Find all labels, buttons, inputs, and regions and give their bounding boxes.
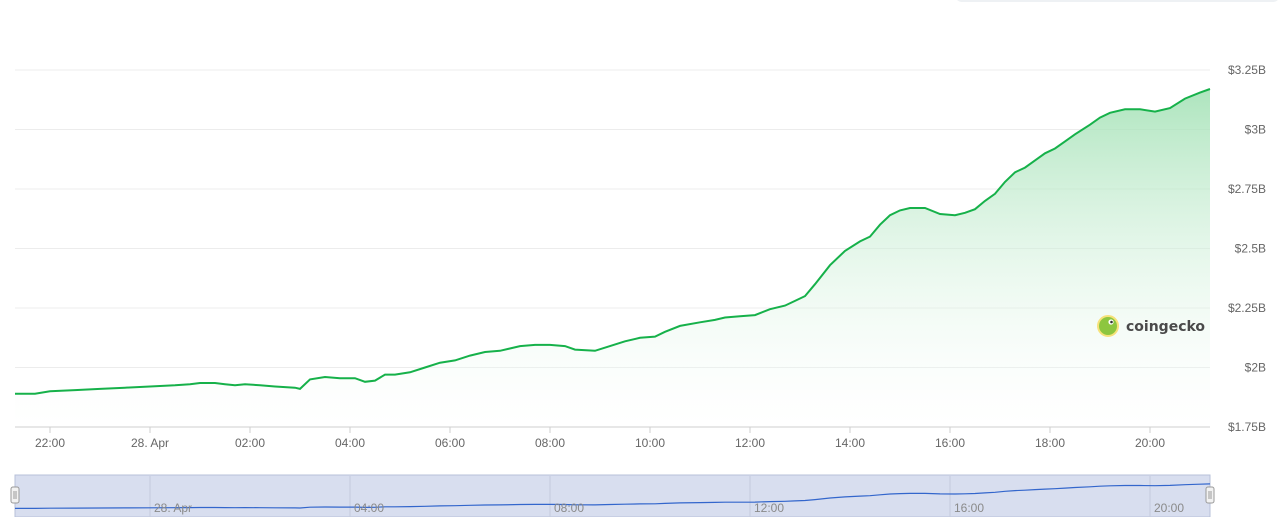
navigator-label: 12:00	[754, 501, 784, 515]
x-tick-label: 08:00	[535, 436, 565, 450]
x-tick-label: 06:00	[435, 436, 465, 450]
y-tick-label: $2.25B	[1228, 301, 1266, 315]
x-tick-label: 02:00	[235, 436, 265, 450]
x-tick-label: 18:00	[1035, 436, 1065, 450]
navigator-label: 28. Apr	[154, 501, 192, 515]
navigator-selection[interactable]	[14, 474, 1211, 517]
navigator-label: 04:00	[354, 501, 384, 515]
price-area	[15, 89, 1210, 427]
navigator-label: 20:00	[1154, 501, 1184, 515]
navigator-right-handle[interactable]	[1205, 486, 1215, 504]
x-axis: 22:00 28. Apr 02:00 04:00 06:00 08:00 10:00 12:…	[35, 427, 1165, 450]
navigator-grid	[149, 476, 1151, 517]
x-tick-label: 12:00	[735, 436, 765, 450]
coingecko-watermark: coingecko	[1097, 315, 1205, 337]
x-tick-label: 16:00	[935, 436, 965, 450]
x-tick-label: 28. Apr	[131, 436, 169, 450]
y-tick-label: $3B	[1245, 123, 1266, 137]
y-tick-label: $2.75B	[1228, 182, 1266, 196]
y-tick-label: $2.5B	[1235, 242, 1266, 256]
navigator-series-line	[15, 483, 1211, 509]
y-tick-label: $2B	[1245, 361, 1266, 375]
x-tick-label: 10:00	[635, 436, 665, 450]
navigator[interactable]: 28. Apr 04:00 08:00 12:00 16:00 20:00	[10, 474, 1215, 517]
navigator-label: 08:00	[554, 501, 584, 515]
x-tick-label: 20:00	[1135, 436, 1165, 450]
x-tick-label: 04:00	[335, 436, 365, 450]
y-axis: $1.75B $2B $2.25B $2.5B $2.75B $3B $3.25B	[1228, 63, 1266, 434]
price-line	[15, 88, 1211, 395]
gecko-logo-icon	[1097, 315, 1119, 337]
navigator-left-handle[interactable]	[10, 486, 20, 504]
x-tick-label: 22:00	[35, 436, 65, 450]
watermark-label: coingecko	[1126, 319, 1205, 335]
y-tick-label: $1.75B	[1228, 420, 1266, 434]
x-tick-label: 14:00	[835, 436, 865, 450]
y-tick-label: $3.25B	[1228, 63, 1266, 77]
range-toolbar[interactable]	[955, 0, 1280, 2]
navigator-label: 16:00	[954, 501, 984, 515]
navigator-labels: 28. Apr 04:00 08:00 12:00 16:00 20:00	[154, 501, 1184, 515]
